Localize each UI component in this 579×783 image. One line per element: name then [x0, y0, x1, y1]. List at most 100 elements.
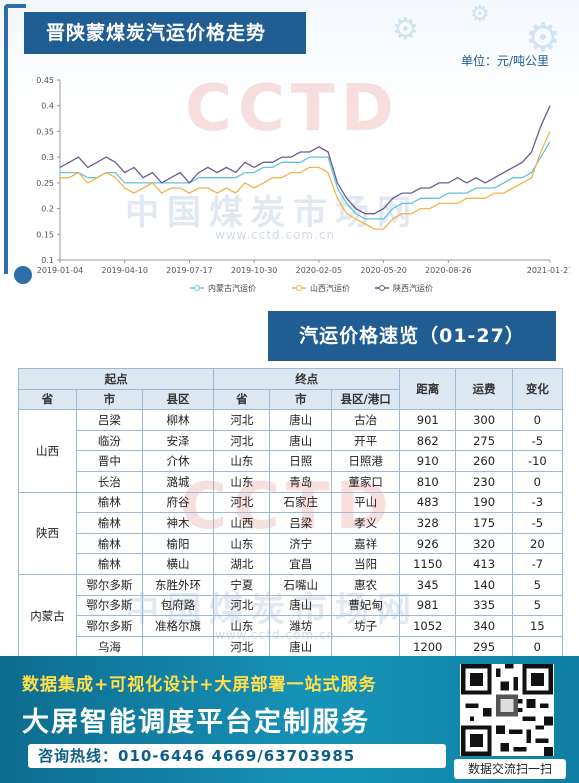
table-cell: 府谷: [141, 491, 215, 514]
table-row: 鄂尔多斯 准格尔旗 山东 潍坊 坊子 1052 340 15: [19, 615, 564, 637]
table-cell: 1150: [399, 553, 457, 575]
table-cell: 开平: [331, 429, 401, 452]
table-cell: -3: [511, 491, 564, 514]
table-cell: 20: [511, 532, 564, 555]
table-cell: 榆林: [75, 532, 143, 555]
table-cell: 青岛: [269, 470, 333, 493]
table-cell: 乌海: [75, 635, 143, 658]
table-cell: 鄂尔多斯: [75, 573, 143, 596]
table-cell: -5: [511, 512, 564, 534]
series-line-2: [59, 105, 551, 215]
table-cell: 15: [511, 615, 564, 637]
table-cell: 河北: [213, 409, 271, 431]
table-cell: -5: [511, 429, 564, 452]
table-cell: 榆阳: [141, 532, 215, 555]
table-cell: 宜昌: [269, 553, 333, 575]
table-cell: 横山: [141, 553, 215, 575]
header-d-prov: 省: [213, 388, 271, 411]
table-cell: 山东: [213, 532, 271, 555]
table-cell: 190: [455, 491, 513, 514]
table-cell: 0: [511, 635, 564, 658]
table-row: 山西 吕梁 柳林 河北 唐山 古冶 901 300 0: [18, 409, 564, 493]
table-cell: 河北: [213, 594, 271, 617]
table-cell: 0: [511, 470, 564, 493]
header-o-prov: 省: [18, 388, 77, 411]
table-cell: 安泽: [141, 429, 215, 452]
x-tick-label: 2020-08-26: [425, 266, 472, 275]
table-cell: 准格尔旗: [141, 615, 215, 637]
table-cell: 5: [511, 573, 564, 596]
gear-icon: ⚙: [392, 12, 419, 47]
table-cell: 榆林: [75, 553, 143, 575]
table-cell: 神木: [141, 512, 215, 534]
table-cell: 5: [511, 594, 564, 617]
table-cell: 济宁: [269, 532, 333, 555]
table-cell: 柳林: [141, 409, 215, 431]
header-distance: 距离: [399, 367, 457, 411]
x-tick-label: 2020-02-05: [296, 266, 343, 275]
table-cell: 唐山: [269, 429, 333, 452]
table-cell: 981: [399, 594, 457, 617]
table-cell: 唐山: [269, 409, 333, 431]
table-cell: 鄂尔多斯: [75, 594, 143, 617]
table-cell: 810: [399, 470, 457, 493]
page-title: 晋陕蒙煤炭汽运价格走势: [24, 12, 306, 54]
table-cell: 1200: [399, 635, 457, 658]
table-cell: 潍坊: [269, 615, 333, 637]
banner-line-1: 数据集成+可视化设计+大屏部署一站式服务: [22, 675, 377, 695]
table-row: 内蒙古 鄂尔多斯 东胜外环 宁夏 石嘴山 惠农 345 140 5: [18, 573, 564, 658]
table-cell: [141, 635, 215, 658]
series-line-1: [60, 131, 551, 230]
table-cell: 日照港: [331, 450, 401, 472]
header-o-city: 市: [75, 388, 143, 411]
table-cell: 包府路: [141, 594, 215, 617]
table-row: 榆林 横山 湖北 宜昌 当阳 1150 413 -7: [19, 553, 564, 575]
table-cell: 石家庄: [269, 491, 333, 514]
table-cell: 901: [399, 409, 457, 431]
table-cell: 862: [399, 429, 457, 452]
table-cell: 榆林: [75, 512, 143, 534]
y-tick-label: 0.35: [36, 127, 54, 136]
header-dest: 终点: [213, 368, 401, 390]
table-cell: 230: [455, 470, 513, 493]
header-change: 变化: [511, 367, 564, 411]
qr-caption: 数据交流扫一扫: [454, 759, 566, 779]
table-row: 陕西 榆林 府谷 河北 石家庄 平山 483 190 -3: [18, 491, 564, 575]
table-cell: 吕梁: [75, 409, 143, 431]
legend-marker: [379, 285, 385, 291]
series-line-0: [60, 141, 551, 220]
legend-label: 内蒙古汽运价: [208, 283, 256, 293]
table-cell: 413: [455, 553, 513, 575]
section-title: 汽运价格速览（01-27）: [268, 311, 556, 361]
table-cell: 嘉祥: [331, 532, 401, 555]
table-cell: 328: [399, 512, 457, 534]
table-cell: 榆林: [75, 491, 143, 514]
y-tick-label: 0.4: [41, 102, 54, 111]
table-cell: 东胜外环: [141, 573, 215, 596]
legend-label: 山西汽运价: [310, 283, 350, 293]
table-cell: -7: [511, 553, 564, 575]
table-cell: 345: [399, 573, 457, 596]
y-tick-label: 0.3: [41, 153, 54, 162]
table-row: 临汾 安泽 河北 唐山 开平 862 275 -5: [19, 429, 564, 452]
table-cell: 260: [455, 450, 513, 472]
table-cell: 140: [455, 573, 513, 596]
decorative-dot: [14, 266, 32, 284]
y-tick-label: 0.25: [36, 179, 54, 188]
table-cell: 483: [399, 491, 457, 514]
legend-label: 陕西汽运价: [393, 283, 433, 293]
table-cell: 鄂尔多斯: [75, 615, 143, 637]
qr-code[interactable]: [460, 664, 554, 756]
table-cell: 山东: [213, 470, 271, 493]
table-cell: 295: [455, 635, 513, 658]
province-cell: 内蒙古: [18, 573, 77, 658]
province-cell: 陕西: [18, 491, 77, 575]
table-cell: 介休: [141, 450, 215, 472]
unit-label: 单位：元/吨公里: [460, 54, 549, 68]
header-o-county: 县区: [141, 388, 215, 411]
table-cell: 1052: [399, 615, 457, 637]
table-cell: 320: [455, 532, 513, 555]
table-cell: 175: [455, 512, 513, 534]
table-cell: 日照: [269, 450, 333, 472]
